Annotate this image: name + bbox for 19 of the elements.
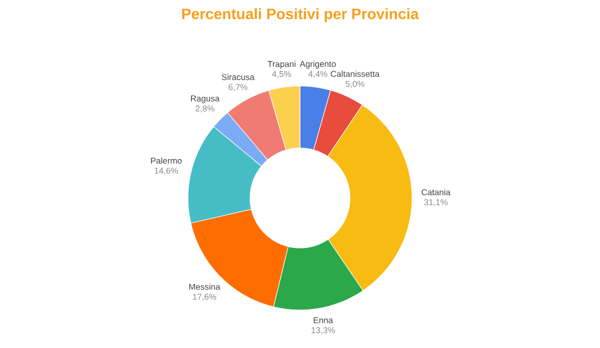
data-label: 14,6% — [154, 168, 178, 175]
data-label: 5,0% — [346, 80, 364, 88]
data-label: 17,6% — [193, 294, 216, 301]
slice-label: Ragusa — [191, 96, 220, 104]
slice-label: Messina — [189, 284, 220, 290]
data-label: 13,3% — [312, 327, 335, 334]
chart-title: Percentuali Positivi per Provincia — [182, 8, 419, 22]
slice-label: Caltanissetta — [330, 70, 380, 77]
data-label: 31,1% — [424, 199, 448, 206]
slice-label: Enna — [314, 317, 333, 324]
data-label: 2,8% — [196, 105, 214, 112]
data-label: 6,7% — [228, 84, 248, 92]
data-label: 4,5% — [272, 71, 292, 78]
slice-label: Palermo — [151, 157, 182, 164]
slice-label: Agrigento — [300, 60, 336, 69]
slice-label: Catania — [422, 188, 450, 196]
slice-label: Siracusa — [222, 74, 254, 80]
slice-label: Trapani — [268, 60, 296, 69]
data-label: 4,4% — [308, 70, 328, 78]
